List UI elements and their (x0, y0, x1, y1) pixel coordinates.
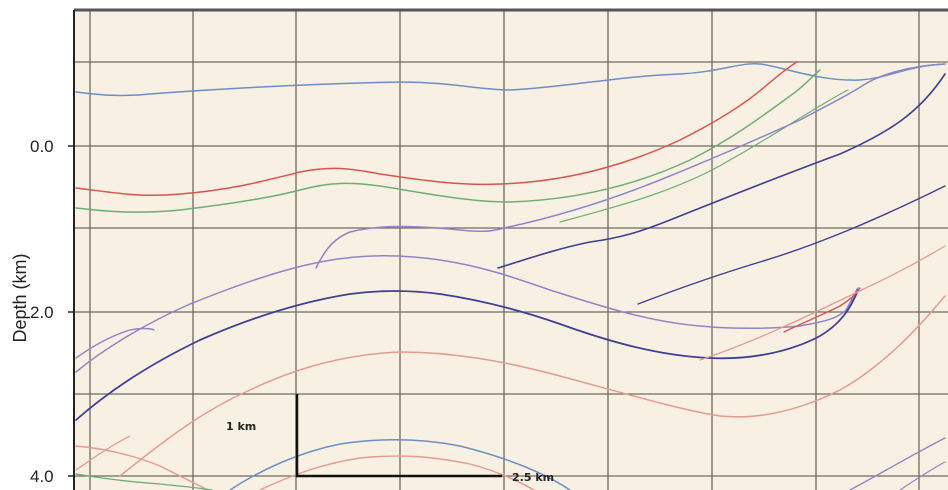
y-tick-label-1: 2.0 (30, 303, 54, 322)
horizon-pink-1 (119, 295, 946, 477)
horizon-purple-upper (315, 63, 946, 269)
plot-background (74, 10, 948, 490)
y-axis-title: Depth (km) (10, 253, 30, 342)
plot-frame (68, 8, 948, 490)
horizon-purple-stub-left (75, 327, 155, 359)
horizon-purple-lower-right-2 (899, 461, 946, 490)
horizon-red-1 (75, 61, 798, 197)
horizon-navy-lower (637, 185, 946, 305)
scale-bar: 1 km 2.5 km (226, 394, 554, 484)
horizon-blue-top (75, 62, 946, 97)
grid (74, 10, 948, 490)
y-axis-tick-labels: 0.0 2.0 4.0 (30, 137, 54, 486)
horizon-blue-lower (229, 439, 571, 490)
scale-bar-vertical-label: 1 km (226, 420, 256, 433)
horizon-green-3 (75, 473, 213, 490)
horizon-pink-2 (699, 245, 946, 361)
horizon-green-1 (75, 69, 821, 213)
horizon-purple-lower-right (849, 437, 946, 490)
horizon-green-2 (559, 89, 849, 223)
y-tick-label-0: 0.0 (30, 137, 54, 156)
horizon-purple-middle (75, 255, 859, 373)
horizon-navy-anticline (75, 289, 859, 421)
horizon-pink-5 (75, 435, 131, 471)
horizons (75, 61, 946, 490)
horizon-pink-3 (75, 445, 209, 490)
y-tick-label-2: 4.0 (30, 467, 54, 486)
horizon-pink-4 (259, 455, 535, 490)
scale-bar-horizontal-label: 2.5 km (512, 471, 554, 484)
horizon-navy-upper (497, 73, 946, 269)
